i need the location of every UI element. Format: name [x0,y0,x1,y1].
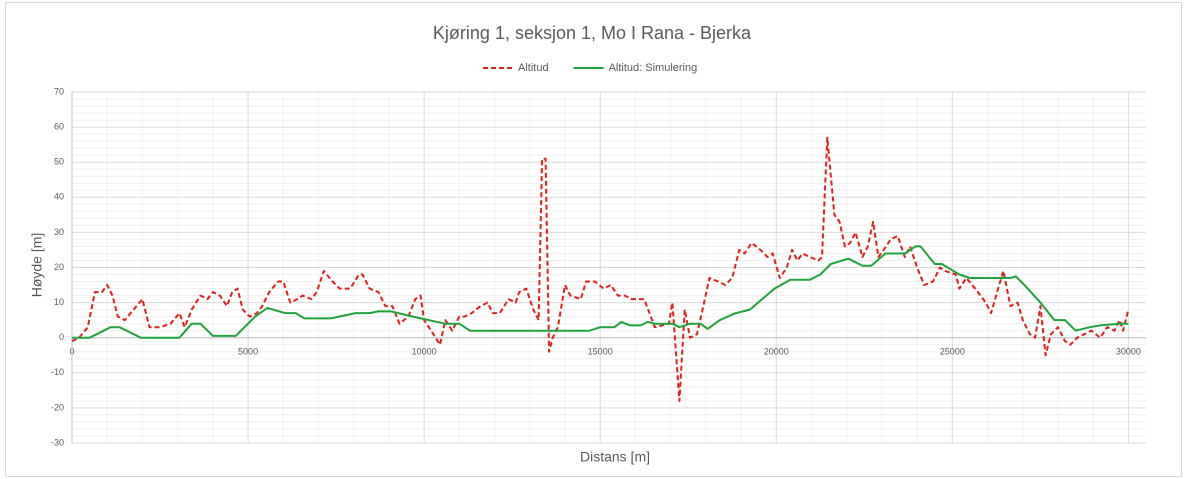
series-line [71,136,1130,402]
y-tick-label: 60 [54,121,64,131]
y-tick-label: -10 [51,367,64,377]
x-tick-label: 10000 [412,346,437,356]
x-tick-label: 15000 [588,346,613,356]
y-tick-label: -30 [51,437,64,447]
x-tick-label: 5000 [238,346,258,356]
series-line [72,245,1129,339]
y-tick-label: 10 [54,297,64,307]
y-axis-label: Høyde [m] [29,233,45,298]
y-tick-label: 40 [54,192,64,202]
y-tick-label: 0 [59,332,64,342]
y-tick-label: 30 [54,227,64,237]
chart-title: Kjøring 1, seksjon 1, Mo I Rana - Bjerka [433,23,752,43]
legend-label: Altitud [518,62,549,74]
x-tick-label: 25000 [940,346,965,356]
y-tick-label: 50 [54,157,64,167]
x-tick-label: 30000 [1116,346,1141,356]
y-tick-label: -20 [51,402,64,412]
legend-label: Altitud: Simulering [609,62,698,74]
x-axis-label: Distans [m] [580,449,650,465]
y-tick-label: 20 [54,262,64,272]
x-tick-label: 20000 [764,346,789,356]
y-tick-label: 70 [54,86,64,96]
